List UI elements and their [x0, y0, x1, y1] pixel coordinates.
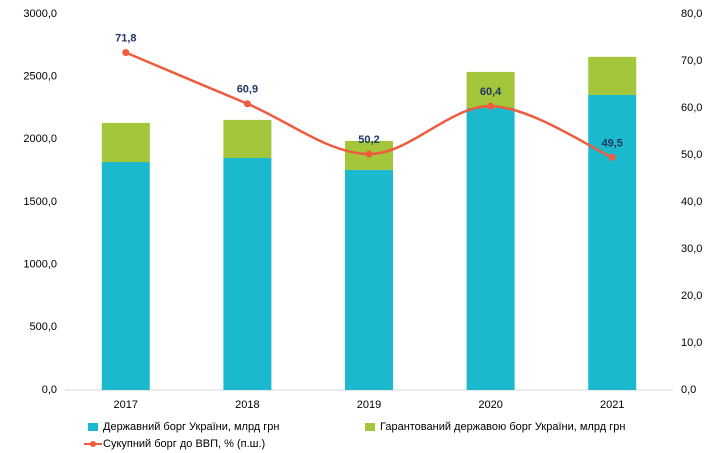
y-tick-label: 0,0: [42, 384, 57, 396]
bar: [588, 94, 637, 390]
line-marker: [608, 153, 616, 161]
data-label: 49,5: [601, 137, 622, 149]
line-marker: [122, 49, 130, 57]
line-marker: [365, 150, 373, 158]
bar: [223, 158, 272, 390]
bar: [466, 71, 515, 108]
bar: [588, 56, 637, 95]
line-marker: [487, 102, 495, 110]
legend-label: Гарантований державою борг України, млрд…: [380, 421, 625, 433]
x-tick-label: 2020: [478, 399, 502, 411]
y2-tick-label: 20,0: [681, 290, 702, 302]
bar: [101, 162, 150, 390]
x-tick-label: 2021: [600, 399, 624, 411]
y-tick-label: 500,0: [29, 321, 57, 333]
y2-tick-label: 80,0: [681, 8, 702, 20]
legend-swatch: [88, 423, 98, 431]
y2-tick-label: 40,0: [681, 196, 702, 208]
data-label: 50,2: [358, 134, 379, 146]
bar: [223, 119, 272, 159]
data-label: 71,8: [115, 32, 136, 44]
y2-tick-label: 60,0: [681, 102, 702, 114]
bar: [345, 169, 393, 390]
data-label: 60,9: [237, 84, 258, 96]
line-marker: [243, 100, 251, 108]
data-label: 60,4: [480, 86, 502, 98]
y2-tick-label: 70,0: [681, 55, 702, 67]
y2-tick-label: 10,0: [681, 337, 702, 349]
y2-tick-label: 0,0: [681, 384, 696, 396]
y-tick-label: 2500,0: [23, 71, 57, 83]
y2-tick-label: 30,0: [681, 243, 702, 255]
legend-marker: [90, 441, 96, 447]
legend-label: Державний борг України, млрд грн: [103, 421, 279, 433]
x-tick-label: 2019: [357, 399, 381, 411]
y-tick-label: 2000,0: [23, 133, 57, 145]
y2-tick-label: 50,0: [681, 149, 702, 161]
y-tick-label: 1000,0: [23, 259, 57, 271]
y-tick-label: 3000,0: [23, 8, 57, 20]
x-tick-label: 2017: [114, 399, 138, 411]
bar: [466, 108, 515, 390]
legend-swatch: [365, 423, 375, 431]
x-tick-label: 2018: [235, 399, 259, 411]
y-tick-label: 1500,0: [23, 196, 57, 208]
bar: [101, 122, 150, 163]
legend-label: Сукупний борг до ВВП, % (п.ш.): [103, 438, 265, 450]
